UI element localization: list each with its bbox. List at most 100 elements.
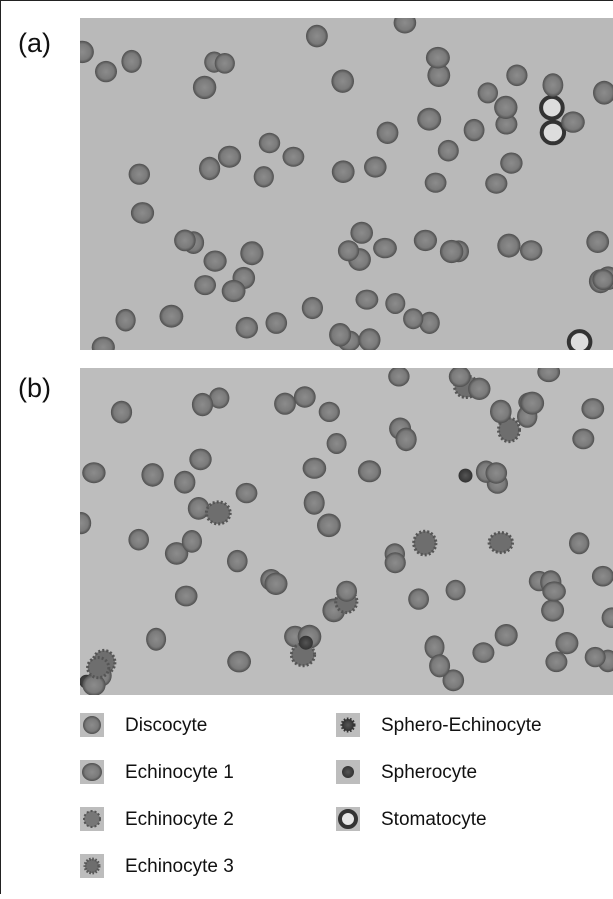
cell [319,402,340,422]
cell [359,328,381,351]
micrograph-a [80,18,613,350]
cell [304,491,325,515]
cell [204,251,227,272]
cell [129,164,150,185]
cell [494,96,517,119]
cell [356,290,379,310]
cell [485,173,507,193]
cell [520,392,544,415]
cell [561,111,585,132]
cell [541,97,563,119]
cell [121,50,141,73]
cell [128,529,149,551]
cell [303,458,327,479]
cell [294,386,316,407]
cell [486,462,508,483]
cell [227,651,251,673]
cell [586,231,609,253]
cell [95,61,117,82]
cell [464,119,485,141]
cell [131,202,154,224]
cell [299,636,313,650]
figure: (a) (b) Discocyte Echinocyte 1 Echinocyt… [0,0,613,894]
cell [478,82,498,103]
legend-icon [85,859,99,873]
cell [193,76,216,99]
cell [236,317,258,339]
cell [194,275,216,295]
cell [414,531,436,555]
cell [146,628,166,651]
cell [585,647,606,667]
cell [329,323,351,347]
cell [215,53,235,74]
cell [240,241,263,265]
cell [520,240,542,260]
cell [332,160,355,183]
cell [317,514,341,538]
cell [377,122,399,144]
cell [408,588,429,609]
cell [336,581,357,602]
cell [592,566,613,587]
cell [555,632,578,654]
cell [438,140,459,162]
cell [446,580,466,601]
cell [490,400,512,424]
cell [358,460,381,482]
cell [373,238,397,258]
cell [385,293,405,314]
cell [569,331,591,353]
cell [199,157,220,180]
legend-icon [84,811,100,827]
cell [350,222,373,244]
legend-label: Sphero-Echinocyte [381,715,542,736]
cell [545,652,567,673]
cell [497,234,520,258]
cell [394,12,417,34]
cell [111,401,132,424]
cell [182,530,202,553]
legend-icon [83,716,101,734]
cell [385,552,406,573]
cell [426,47,450,69]
cell [71,41,94,63]
cell [88,658,109,678]
cell [71,512,91,534]
panel-label: (b) [18,373,51,403]
cell [160,305,184,328]
cell [227,550,248,572]
cell [414,230,437,251]
cell [489,533,512,553]
cell [222,280,246,302]
cell [543,73,564,97]
cell [364,156,387,177]
cell [331,70,354,93]
cell [116,309,136,332]
cell [174,471,195,494]
cell [495,624,518,646]
cell [266,312,288,334]
cell [541,599,564,621]
cell [572,429,594,450]
cell [306,25,328,48]
cell [92,337,115,358]
legend: Discocyte Echinocyte 1 Echinocyte 2 Echi… [80,713,542,878]
cell [254,166,274,187]
legend-icon [342,766,354,778]
cell [274,393,296,415]
cell [569,532,589,554]
legend-icon [340,811,356,827]
cell [327,433,347,454]
cell [429,654,450,677]
cell [302,297,323,319]
cell [189,449,211,471]
cell [218,146,241,168]
cell [206,502,230,524]
cell [259,133,280,153]
cell [581,398,604,419]
cell [396,428,417,452]
legend-label: Echinocyte 2 [125,809,234,830]
cell [537,362,560,382]
legend-label: Discocyte [125,715,207,736]
